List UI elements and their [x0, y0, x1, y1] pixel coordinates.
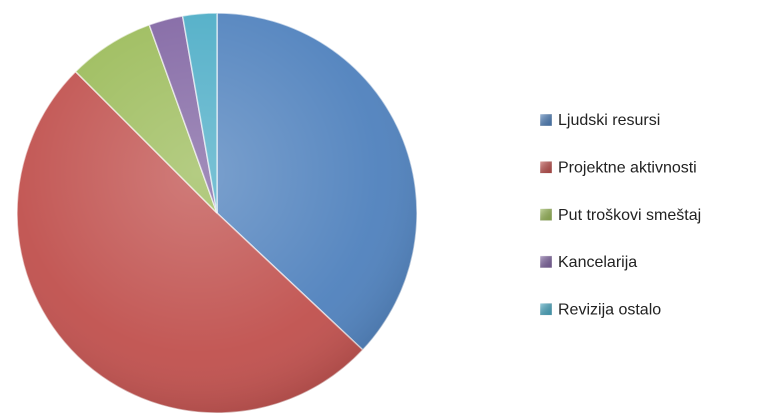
- legend-label: Ljudski resursi: [558, 112, 660, 129]
- legend-swatch-shine: [540, 114, 552, 126]
- legend-swatch-shine: [540, 255, 552, 268]
- legend-label: Revizija ostalo: [558, 301, 661, 318]
- legend-label: Projektne aktivnosti: [558, 160, 697, 177]
- legend-swatch-shine: [540, 303, 552, 316]
- legend-label: Kancelarija: [558, 254, 637, 271]
- legend-swatch-shine: [540, 208, 552, 221]
- legend-label: Put troškovi smeštaj: [558, 207, 701, 224]
- legend-swatch-shine: [540, 161, 552, 174]
